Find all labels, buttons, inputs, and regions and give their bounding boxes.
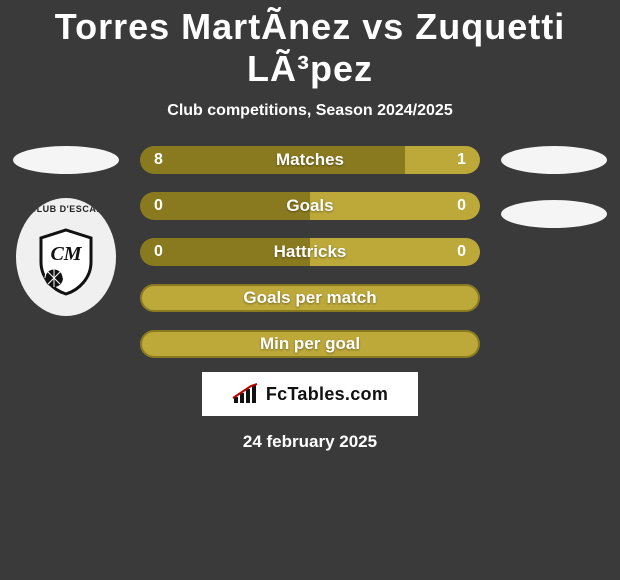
right-player-avatar: [501, 146, 607, 174]
stat-value-right: 1: [457, 151, 466, 169]
stat-label: Goals: [140, 196, 480, 216]
branding-box: FcTables.com: [202, 372, 418, 416]
page-subtitle: Club competitions, Season 2024/2025: [0, 102, 620, 120]
stat-bar-min-per-goal: Min per goal: [140, 330, 480, 358]
club-badge-arc-text: CLUB D'ESCAL: [30, 204, 103, 214]
stat-bar-goals-per-match: Goals per match: [140, 284, 480, 312]
branding-text: FcTables.com: [266, 384, 388, 405]
club-badge-initials: CM: [50, 243, 82, 265]
stats-column: Matches81Goals00Hattricks00Goals per mat…: [126, 146, 494, 358]
stat-value-left: 0: [154, 197, 163, 215]
stat-bar-hattricks: Hattricks0 0: [140, 238, 480, 266]
stat-label: Min per goal: [140, 334, 480, 354]
right-player-column: [494, 146, 614, 358]
shield-icon: CM: [37, 228, 95, 296]
stat-value-right: 0: [457, 243, 466, 261]
stat-value-right: 0: [457, 197, 466, 215]
left-player-column: CLUB D'ESCAL CM: [6, 146, 126, 358]
stat-value-left: 8: [154, 151, 163, 169]
stat-label: Goals per match: [140, 288, 480, 308]
stat-value-left: 0: [154, 243, 163, 261]
right-secondary-ellipse: [501, 200, 607, 228]
stat-bar-goals: Goals0 0: [140, 192, 480, 220]
left-club-badge: CLUB D'ESCAL CM: [16, 198, 116, 316]
date-line: 24 february 2025: [0, 432, 620, 452]
page-title: Torres MartÃ­nez vs Zuquetti LÃ³pez: [0, 0, 620, 90]
content-row: CLUB D'ESCAL CM Matches81Goals00Hattrick…: [0, 146, 620, 358]
stat-label: Hattricks: [140, 242, 480, 262]
stat-bar-matches: Matches8 1: [140, 146, 480, 174]
left-player-avatar: [13, 146, 119, 174]
bar-chart-icon: [232, 383, 260, 405]
stat-label: Matches: [140, 150, 480, 170]
